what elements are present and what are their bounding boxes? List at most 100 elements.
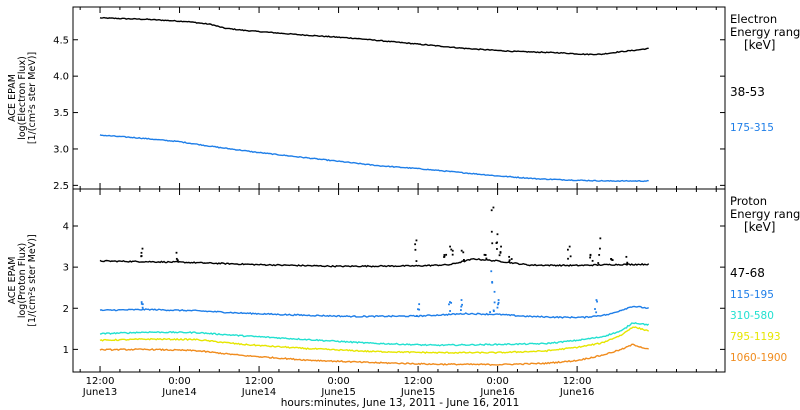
series-trace-47-68 xyxy=(99,257,650,268)
proton-y-tick-label: 2 xyxy=(63,304,69,315)
proton-y-tick-label: 4 xyxy=(63,222,69,233)
legend-entry-795-1193: 795-1193 xyxy=(730,331,781,343)
electron-y-axis-label-line: log(Electron Flux) xyxy=(17,56,28,140)
electron-legend-title: [keV] xyxy=(744,38,775,52)
x-tick-label-date: June14 xyxy=(241,387,277,398)
series-spike-point xyxy=(625,255,628,258)
series-spike-point xyxy=(497,303,499,306)
series-spike-point xyxy=(626,263,628,266)
series-spike-point xyxy=(595,299,598,301)
proton-legend-title: Energy range xyxy=(730,207,800,221)
series-spike-point xyxy=(589,254,592,257)
electron-y-tick-label: 4.0 xyxy=(53,72,69,83)
x-tick-label-time: 0:00 xyxy=(168,376,190,387)
x-tick-label-date: June16 xyxy=(479,387,515,398)
series-trace-175-315 xyxy=(99,134,649,183)
series-spike-point xyxy=(498,254,501,257)
series-spike-point xyxy=(414,248,417,251)
series-spike-point xyxy=(460,299,463,301)
series-spike-point xyxy=(599,237,602,240)
series-spike-point xyxy=(589,256,592,259)
series-spike-point xyxy=(493,290,496,293)
series-spike-point xyxy=(418,303,421,306)
proton-y-tick-label: 1 xyxy=(63,345,69,356)
series-spike-point xyxy=(497,301,500,304)
x-tick-label-date: June14 xyxy=(161,387,197,398)
series-spike-point xyxy=(493,310,495,313)
series-spike-point xyxy=(443,256,445,258)
series-trace-310-580 xyxy=(99,321,650,347)
series-spike-point xyxy=(449,310,451,312)
proton-y-tick-label: 3 xyxy=(63,263,69,274)
series-spike-point xyxy=(450,301,453,304)
series-spike-point xyxy=(611,259,614,261)
plot-data xyxy=(99,16,650,366)
series-spike-point xyxy=(508,260,511,263)
series-spike-point xyxy=(448,303,450,306)
proton-legend-title: [keV] xyxy=(744,220,775,234)
series-spike-point xyxy=(626,261,629,264)
series-spike-point xyxy=(141,303,144,306)
series-spike-point xyxy=(566,248,569,251)
series-spike-point xyxy=(484,254,487,256)
series-spike-point xyxy=(415,260,418,262)
series-spike-point xyxy=(140,251,143,254)
series-spike-point xyxy=(460,309,462,311)
proton-y-axis-label-line: ACE EPAM xyxy=(7,257,18,305)
x-tick-label-time: 12:00 xyxy=(404,376,433,387)
series-spike-point xyxy=(450,248,453,251)
series-spike-point xyxy=(460,249,463,252)
proton-legend-title: Proton xyxy=(730,194,767,208)
legend-entry-1060-1900: 1060-1900 xyxy=(730,352,787,364)
x-axis-title: hours:minutes, June 13, 2011 - June 16, … xyxy=(281,397,520,409)
series-spike-point xyxy=(599,247,601,250)
series-spike-point xyxy=(445,253,448,256)
series-trace-38-53 xyxy=(99,16,649,56)
x-tick-label-time: 12:00 xyxy=(86,376,115,387)
series-spike-point xyxy=(598,254,601,256)
x-tick-label-time: 0:00 xyxy=(327,376,349,387)
proton-series-group xyxy=(99,206,650,366)
series-spike-point xyxy=(451,253,454,256)
legend-entry-115-195: 115-195 xyxy=(730,289,774,301)
series-spike-point xyxy=(496,306,499,309)
series-spike-point xyxy=(596,300,598,303)
series-spike-point xyxy=(449,245,451,248)
legend-entry-38-53: 38-53 xyxy=(730,85,765,99)
x-tick-label-date: June13 xyxy=(82,387,118,398)
series-spike-point xyxy=(461,303,463,306)
series-spike-point xyxy=(485,257,488,260)
series-trace-115-195 xyxy=(99,305,649,319)
series-spike-point xyxy=(493,301,496,304)
proton-y-axis-label: ACE EPAMlog(Proton Flux)[1/(cm²s ster Me… xyxy=(7,234,38,326)
electron-legend-title: Energy range xyxy=(730,25,800,39)
series-spike-point xyxy=(414,243,417,246)
series-spike-point xyxy=(497,299,500,301)
series-spike-point xyxy=(496,233,499,236)
electron-legend-title: Electron xyxy=(730,12,777,26)
series-trace-795-1193 xyxy=(99,326,650,355)
series-spike-point xyxy=(463,259,465,262)
series-spike-point xyxy=(443,254,446,256)
x-tick-label-time: 12:00 xyxy=(245,376,274,387)
series-spike-point xyxy=(597,262,600,264)
plot-frames xyxy=(72,6,726,373)
series-spike-point xyxy=(595,311,598,314)
series-spike-point xyxy=(175,257,178,260)
legend-entry-175-315: 175-315 xyxy=(730,122,774,134)
proton-panel-frame xyxy=(72,188,726,373)
series-spike-point xyxy=(568,245,571,248)
series-spike-point xyxy=(490,270,493,273)
legend-entry-310-580: 310-580 xyxy=(730,310,774,322)
x-tick-label-time: 0:00 xyxy=(486,376,508,387)
electron-panel-frame xyxy=(72,6,726,190)
proton-y-axis-label-line: [1/(cm²s ster MeV)] xyxy=(27,234,38,326)
series-spike-point xyxy=(510,258,513,260)
series-spike-point xyxy=(417,308,419,311)
series-spike-point xyxy=(449,301,451,303)
series-spike-point xyxy=(140,302,143,305)
series-spike-point xyxy=(594,308,596,310)
